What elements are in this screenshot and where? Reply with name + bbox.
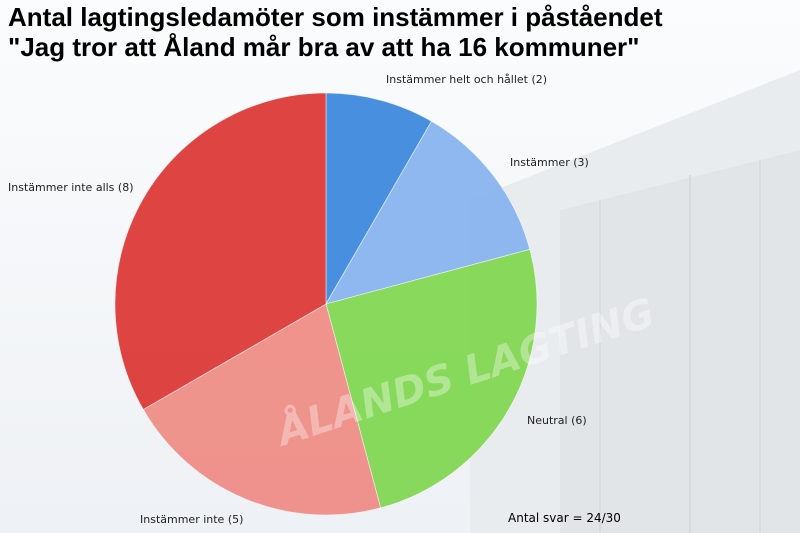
pie-slice-instämmer-inte-alls xyxy=(114,92,327,411)
slice-label-3: Instämmer inte (5) xyxy=(140,513,243,526)
slice-label-2: Neutral (6) xyxy=(527,414,587,427)
slice-label-1: Instämmer (3) xyxy=(510,156,589,169)
slice-label-0: Instämmer helt och hållet (2) xyxy=(386,73,547,86)
chart-title: Antal lagtingsledamöter som instämmer i … xyxy=(8,2,663,62)
pie-labels: Instämmer helt och hållet (2) Instämmer (… xyxy=(8,73,589,526)
slice-label-4: Instämmer inte alls (8) xyxy=(8,181,134,194)
pie-slice-instämmer xyxy=(325,120,531,305)
pie-slice-neutral xyxy=(325,248,538,509)
pie-slice-instämmer-helt-och-hållet xyxy=(325,92,433,306)
pie-slice-instämmer-inte xyxy=(142,303,382,516)
response-count: Antal svar = 24/30 xyxy=(508,511,621,525)
title-line-2: "Jag tror att Åland mår bra av att ha 16… xyxy=(8,32,640,62)
pie-slices xyxy=(114,92,538,516)
title-line-1: Antal lagtingsledamöter som instämmer i … xyxy=(8,2,663,32)
